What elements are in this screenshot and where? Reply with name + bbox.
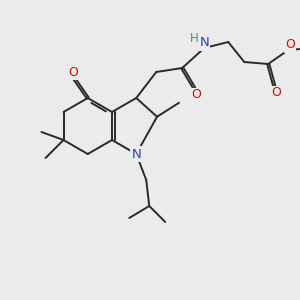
Text: O: O [68, 65, 78, 79]
Text: O: O [191, 88, 201, 101]
Text: O: O [271, 86, 281, 100]
Text: N: N [131, 148, 141, 160]
Text: H: H [190, 32, 199, 46]
Text: N: N [200, 37, 209, 50]
Text: O: O [285, 38, 295, 52]
